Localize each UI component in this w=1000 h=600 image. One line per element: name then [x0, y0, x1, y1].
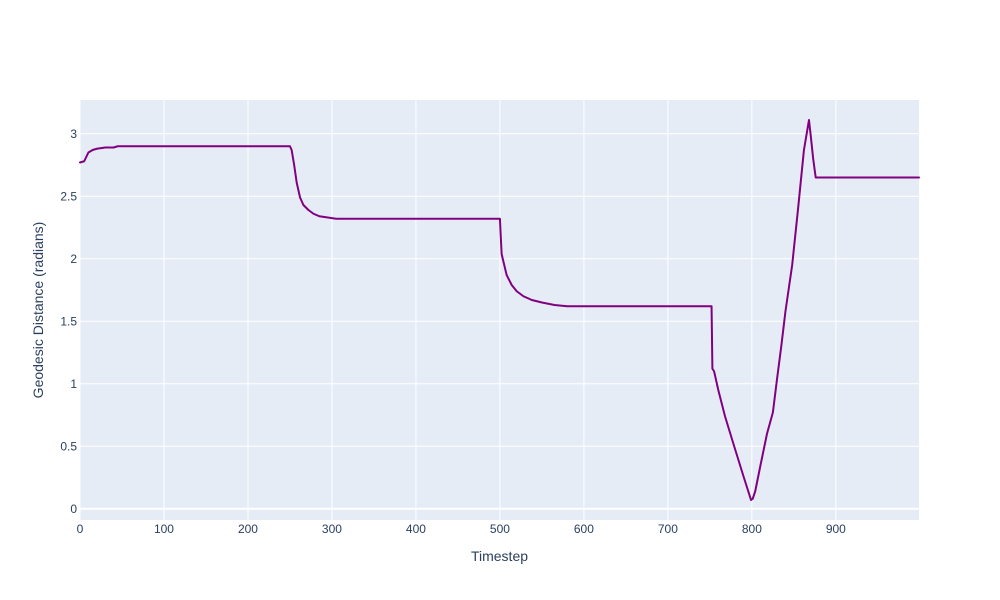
series-layer [79, 119, 920, 501]
x-tick-label: 600 [574, 522, 594, 536]
y-tick-label: 0.5 [60, 439, 77, 453]
y-tick-label: 2 [70, 252, 77, 266]
y-tick-label: 1 [70, 377, 77, 391]
x-tick-label: 0 [77, 522, 84, 536]
x-tick-label: 400 [406, 522, 426, 536]
x-tick-label: 200 [238, 522, 258, 536]
series-line [79, 119, 920, 501]
y-axis-title: Geodesic Distance (radians) [30, 222, 46, 399]
y-axis-ticks: 0 0.5 1 1.5 2 2.5 3 [60, 127, 77, 516]
x-tick-label: 100 [154, 522, 174, 536]
x-tick-label: 500 [490, 522, 510, 536]
y-tick-label: 2.5 [60, 189, 77, 203]
y-tick-label: 1.5 [60, 314, 77, 328]
x-tick-label: 700 [658, 522, 678, 536]
x-tick-label: 800 [742, 522, 762, 536]
y-tick-label: 3 [70, 127, 77, 141]
x-axis-ticks: 0 100 200 300 400 500 600 700 800 900 [77, 522, 847, 536]
x-tick-label: 300 [322, 522, 342, 536]
y-tick-label: 0 [70, 502, 77, 516]
grid [79, 100, 919, 520]
x-tick-label: 900 [826, 522, 846, 536]
x-axis-title: Timestep [471, 548, 528, 564]
